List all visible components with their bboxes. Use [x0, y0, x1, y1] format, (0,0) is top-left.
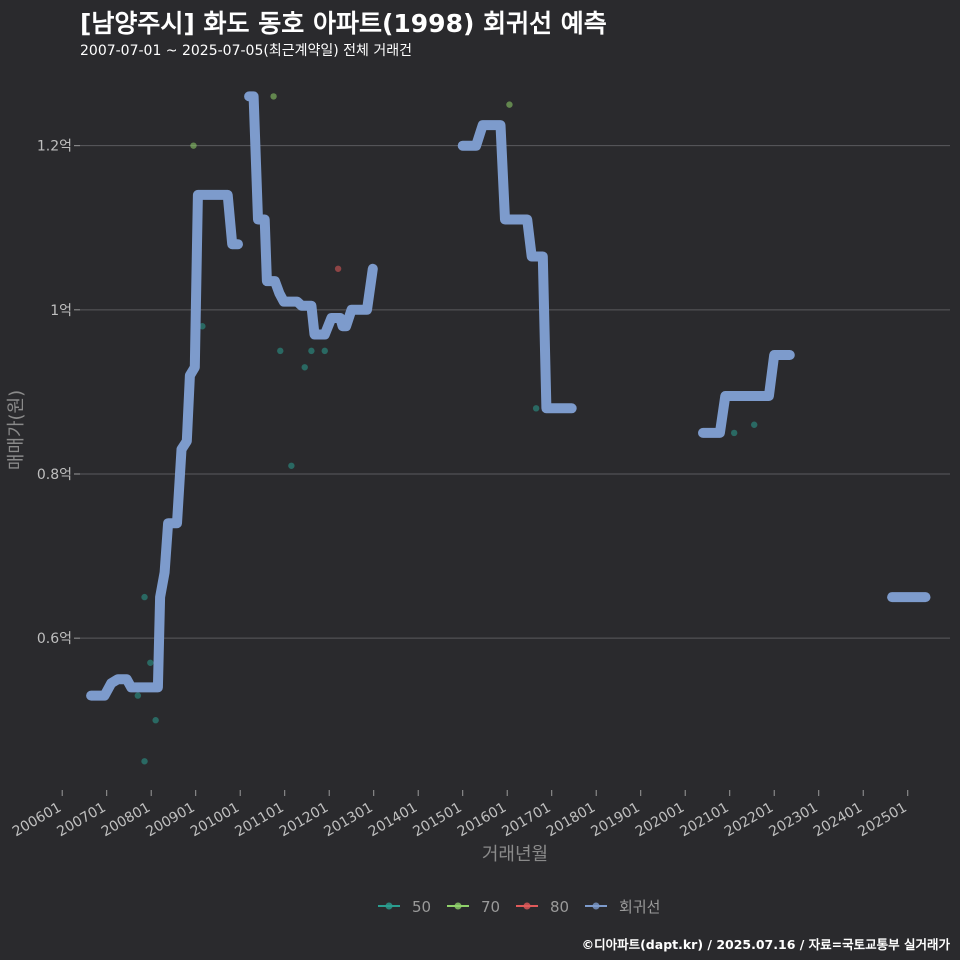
legend-label-70: 70	[481, 898, 500, 916]
x-tick-label: 201901	[588, 800, 642, 841]
data-point-50	[277, 347, 284, 355]
data-point-50	[301, 364, 308, 371]
x-tick-label: 201301	[321, 800, 375, 841]
data-point-50	[750, 421, 758, 428]
data-point-50	[532, 405, 540, 412]
x-tick-label: 201601	[455, 800, 509, 841]
x-tick-label: 201001	[188, 800, 242, 841]
x-axis-title: 거래년월	[482, 844, 548, 865]
y-axis: 0.6억 0.8억 1억 1.2억	[37, 139, 80, 647]
x-tick-label: 202301	[766, 800, 820, 841]
data-point-50	[288, 462, 295, 469]
data-point-70	[270, 93, 277, 100]
x-tick-label: 201501	[410, 800, 464, 841]
x-tick-label: 200601	[10, 800, 64, 841]
x-tick-label: 201201	[277, 800, 331, 841]
y-axis-title: 매매가(원)	[6, 390, 27, 470]
legend: 50 70 80 회귀선	[378, 898, 660, 916]
x-tick-label: 202101	[677, 800, 731, 841]
gridlines	[80, 145, 950, 639]
y-tick-label: 0.8억	[37, 467, 72, 483]
data-point-50	[730, 429, 738, 437]
data-point-50	[134, 692, 142, 699]
data-point-50	[308, 347, 315, 355]
data-point-50	[199, 323, 206, 330]
regression-line	[86, 189, 243, 701]
x-tick-label: 202401	[811, 800, 865, 841]
x-axis: 2006012007012008012009012010012011012012…	[10, 790, 910, 840]
legend-label-50: 50	[412, 898, 431, 916]
data-point-50	[141, 758, 148, 765]
legend-label-80: 80	[550, 898, 569, 916]
data-point-70	[506, 101, 513, 108]
y-tick-label: 1.2억	[37, 139, 72, 155]
regression-line	[457, 120, 577, 414]
x-tick-label: 200701	[54, 800, 108, 841]
chart-title: [남양주시] 화도 동호 아파트(1998) 회귀선 예측	[80, 9, 607, 38]
source-caption: ©디아파트(dapt.kr) / 2025.07.16 / 자료=국토교통부 실…	[581, 937, 950, 952]
x-tick-label: 201801	[544, 800, 598, 841]
x-tick-label: 201101	[232, 800, 286, 841]
x-tick-label: 201401	[366, 800, 420, 841]
legend-marker-70	[454, 902, 462, 910]
data-point-50	[147, 659, 154, 666]
regression-line	[244, 91, 378, 340]
legend-marker-회귀선	[592, 902, 600, 910]
scatter-points	[134, 93, 758, 765]
legend-marker-80	[523, 902, 531, 910]
x-tick-label: 200901	[143, 800, 197, 841]
data-point-50	[141, 593, 148, 601]
legend-marker-50	[385, 902, 393, 910]
x-tick-label: 202001	[633, 800, 687, 841]
regression-lines	[86, 91, 931, 701]
x-tick-label: 202201	[722, 800, 776, 841]
chart-subtitle: 2007-07-01 ~ 2025-07-05(최근계약일) 전체 거래건	[80, 43, 412, 59]
data-point-70	[190, 142, 197, 149]
x-tick-label: 200801	[99, 800, 153, 841]
legend-label-회귀선: 회귀선	[619, 898, 660, 916]
y-tick-label: 0.6억	[37, 631, 72, 647]
x-tick-label: 202501	[855, 800, 909, 841]
regression-line	[698, 350, 795, 438]
data-point-80	[334, 265, 342, 272]
data-point-50	[321, 347, 328, 355]
x-tick-label: 201701	[499, 800, 553, 841]
data-point-50	[152, 717, 159, 724]
y-tick-label: 1억	[50, 303, 72, 319]
